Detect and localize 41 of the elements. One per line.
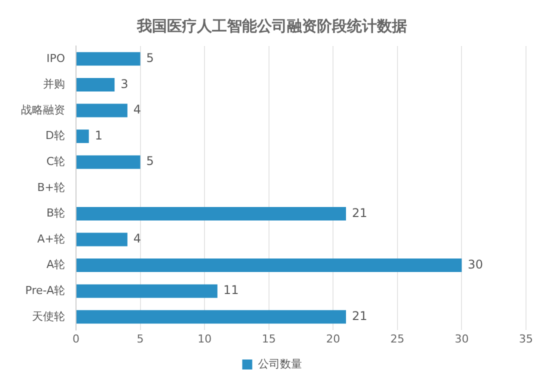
bar bbox=[76, 130, 89, 144]
bar bbox=[76, 310, 346, 324]
y-tick-label: 并购 bbox=[43, 78, 65, 91]
bar bbox=[76, 232, 128, 246]
legend-label: 公司数量 bbox=[258, 357, 302, 370]
x-tick-label: 0 bbox=[72, 332, 80, 346]
x-tick-label: 10 bbox=[198, 332, 212, 346]
bar bbox=[76, 206, 346, 220]
y-tick-label: C轮 bbox=[46, 154, 65, 168]
chart-title: 我国医疗人工智能公司融资阶段统计数据 bbox=[136, 16, 407, 35]
data-label: 5 bbox=[146, 51, 154, 66]
y-tick-label: 战略融资 bbox=[21, 103, 65, 116]
bar bbox=[76, 52, 140, 66]
y-tick-label: A轮 bbox=[46, 258, 65, 272]
y-tick-label: IPO bbox=[46, 52, 66, 65]
x-tick-label: 30 bbox=[454, 332, 469, 346]
data-label: 30 bbox=[468, 257, 483, 272]
data-label: 21 bbox=[352, 309, 368, 324]
data-label: 4 bbox=[133, 232, 142, 246]
y-tick-label: Pre-A轮 bbox=[25, 284, 65, 297]
data-label: 11 bbox=[223, 283, 239, 298]
data-label: 4 bbox=[133, 102, 142, 117]
data-label: 21 bbox=[352, 206, 368, 220]
bar bbox=[76, 155, 140, 169]
y-tick-label: A+轮 bbox=[37, 232, 65, 246]
x-tick-label: 35 bbox=[519, 332, 533, 346]
y-tick-label: B+轮 bbox=[37, 180, 65, 194]
x-tick-label: 20 bbox=[326, 332, 340, 346]
y-tick-label: D轮 bbox=[46, 129, 65, 142]
bar bbox=[76, 284, 218, 298]
y-tick-label: B轮 bbox=[46, 206, 65, 220]
data-label: 5 bbox=[146, 154, 154, 168]
bar bbox=[76, 78, 115, 92]
x-tick-label: 15 bbox=[262, 332, 276, 346]
x-tick-label: 25 bbox=[390, 332, 404, 346]
bar bbox=[76, 258, 462, 272]
data-label: 1 bbox=[94, 128, 102, 142]
data-label: 3 bbox=[120, 76, 128, 91]
x-tick-label: 5 bbox=[136, 332, 144, 346]
bar bbox=[76, 104, 128, 118]
y-tick-label: 天使轮 bbox=[32, 310, 65, 323]
